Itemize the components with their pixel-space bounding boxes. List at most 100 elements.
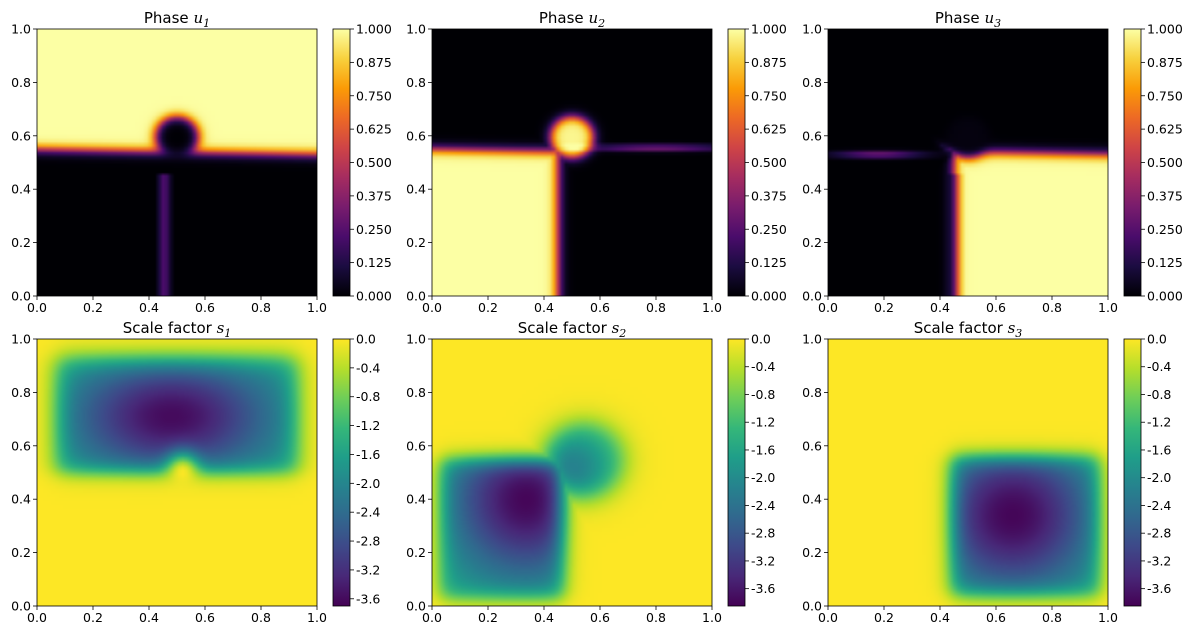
colorbar-tick-label: 0.625 xyxy=(751,122,787,137)
x-tick-label: 0.6 xyxy=(590,300,610,315)
y-tick-label: 0.0 xyxy=(406,289,426,304)
y-tick-label: 0.6 xyxy=(11,438,31,453)
title-subscript: 2 xyxy=(618,327,626,340)
x-tick-label: 0.6 xyxy=(590,610,610,625)
x-tick-label: 0.4 xyxy=(139,610,159,625)
heatmap-u1 xyxy=(37,29,317,296)
y-tick-label: 0.0 xyxy=(11,599,31,614)
x-tick-label: 1.0 xyxy=(1098,610,1118,625)
colorbar: 0.000 0.125 0.250 0.375 0.500 0.625 0.750 0.875… xyxy=(332,22,392,304)
y-tick-label: 0.4 xyxy=(11,492,31,507)
panel-title: Scale factor s3 xyxy=(914,319,1023,340)
colorbar-gradient xyxy=(1123,28,1142,297)
colorbar-tick-label: 0.875 xyxy=(751,55,787,70)
x-tick-label: 0.4 xyxy=(534,610,554,625)
colorbar-tick-label: -3.2 xyxy=(751,553,775,568)
x-tick-label: 0.2 xyxy=(874,300,894,315)
colorbar-tick-label: 0.750 xyxy=(356,88,392,103)
colorbar-tick-label: 0.000 xyxy=(751,289,787,304)
colorbar-tick-label: 0.125 xyxy=(751,255,787,270)
heatmap-s2 xyxy=(432,339,712,606)
colorbar-tick-label: 0.625 xyxy=(1147,122,1183,137)
colorbar-tick-label: 0.0 xyxy=(356,332,376,347)
y-tick-label: 0.0 xyxy=(11,289,31,304)
panel-u3: Phase u3 0.0 0.2 0.4 0.6 0.8 1.0 0.0 0.2 0.4 0.6 0.… xyxy=(802,9,1183,315)
colorbar-tick-label: 0.625 xyxy=(356,122,392,137)
y-tick-label: 1.0 xyxy=(11,332,31,347)
colorbar-tick-label: -1.2 xyxy=(1147,415,1171,430)
title-prefix: Phase xyxy=(144,9,194,27)
y-tick-label: 0.8 xyxy=(802,385,822,400)
x-tick-label: 1.0 xyxy=(307,610,327,625)
x-tick-label: 0.4 xyxy=(534,300,554,315)
colorbar: 0.0 -0.4 -0.8 -1.2 -1.6 -2.0 -2.4 -2.8 -3.2 -3.6 xyxy=(332,332,380,607)
axes-frame xyxy=(827,28,1109,297)
x-tick-label: 0.0 xyxy=(27,610,47,625)
x-tick-label: 0.4 xyxy=(930,300,950,315)
title-subscript: 2 xyxy=(597,17,605,30)
x-tick-label: 0.8 xyxy=(251,300,271,315)
colorbar-tick-label: -3.6 xyxy=(1147,581,1171,596)
colorbar-tick-label: -2.4 xyxy=(751,498,775,513)
colorbar-tick-label: -3.6 xyxy=(356,591,380,606)
colorbar-tick-label: -3.6 xyxy=(751,581,775,596)
y-tick-label: 1.0 xyxy=(406,22,426,37)
axes-frame xyxy=(36,28,318,297)
y-tick-label: 0.4 xyxy=(11,182,31,197)
colorbar-tick-label: -2.0 xyxy=(751,470,775,485)
y-tick-label: 0.6 xyxy=(406,438,426,453)
y-tick-label: 1.0 xyxy=(802,332,822,347)
x-tick-label: 0.0 xyxy=(422,610,442,625)
title-variable: s xyxy=(612,319,620,337)
colorbar-tick-label: 0.500 xyxy=(1147,155,1183,170)
y-tick-label: 0.4 xyxy=(406,492,426,507)
colorbar-tick-label: 0.375 xyxy=(1147,188,1183,203)
y-tick-label: 0.8 xyxy=(802,75,822,90)
colorbar-tick-label: 0.250 xyxy=(356,222,392,237)
title-subscript: 3 xyxy=(994,17,1001,30)
colorbar: 0.0 -0.4 -0.8 -1.2 -1.6 -2.0 -2.4 -2.8 -3.2 -3.6 xyxy=(1123,332,1171,607)
x-tick-label: 1.0 xyxy=(307,300,327,315)
heatmap-s3 xyxy=(828,339,1108,606)
title-subscript: 1 xyxy=(203,17,210,30)
colorbar: 0.000 0.125 0.250 0.375 0.500 0.625 0.750 0.875… xyxy=(727,22,787,304)
y-tick-label: 0.6 xyxy=(802,438,822,453)
axes-frame xyxy=(431,338,713,607)
x-tick-label: 1.0 xyxy=(702,610,722,625)
x-tick-label: 0.8 xyxy=(646,300,666,315)
colorbar-gradient xyxy=(332,338,351,607)
y-tick-label: 0.2 xyxy=(802,235,822,250)
y-tick-label: 0.6 xyxy=(802,128,822,143)
x-tick-label: 0.2 xyxy=(83,610,103,625)
colorbar-tick-label: -1.6 xyxy=(356,447,380,462)
y-tick-label: 0.8 xyxy=(11,385,31,400)
x-tick-label: 0.0 xyxy=(422,300,442,315)
colorbar-tick-label: 0.250 xyxy=(1147,222,1183,237)
colorbar-tick-label: -2.0 xyxy=(1147,470,1171,485)
panel-u1: Phase u1 0.0 0.2 0.4 0.6 0.8 1.0 0.0 0.2 0.4 0.6 0.… xyxy=(11,9,392,315)
title-prefix: Phase xyxy=(539,9,589,27)
colorbar-tick-label: 0.0 xyxy=(751,332,771,347)
y-tick-label: 1.0 xyxy=(802,22,822,37)
y-tick-label: 0.0 xyxy=(802,599,822,614)
x-tick-label: 0.2 xyxy=(478,610,498,625)
x-tick-label: 0.6 xyxy=(195,300,215,315)
y-tick-label: 0.2 xyxy=(406,235,426,250)
title-prefix: Scale factor xyxy=(123,319,217,337)
x-tick-label: 0.2 xyxy=(83,300,103,315)
y-tick-label: 0.8 xyxy=(406,385,426,400)
colorbar-tick-label: -2.8 xyxy=(751,526,775,541)
y-tick-label: 1.0 xyxy=(11,22,31,37)
x-tick-label: 0.6 xyxy=(195,610,215,625)
y-tick-label: 1.0 xyxy=(406,332,426,347)
colorbar-tick-label: -0.8 xyxy=(356,389,380,404)
colorbar-tick-label: -0.8 xyxy=(1147,387,1171,402)
panel-title: Phase u2 xyxy=(539,9,605,30)
title-subscript: 3 xyxy=(1015,327,1022,340)
colorbar-gradient xyxy=(727,338,746,607)
x-tick-label: 0.2 xyxy=(478,300,498,315)
title-variable: u xyxy=(193,9,203,27)
title-variable: s xyxy=(1008,319,1016,337)
colorbar-tick-label: -3.2 xyxy=(356,562,380,577)
